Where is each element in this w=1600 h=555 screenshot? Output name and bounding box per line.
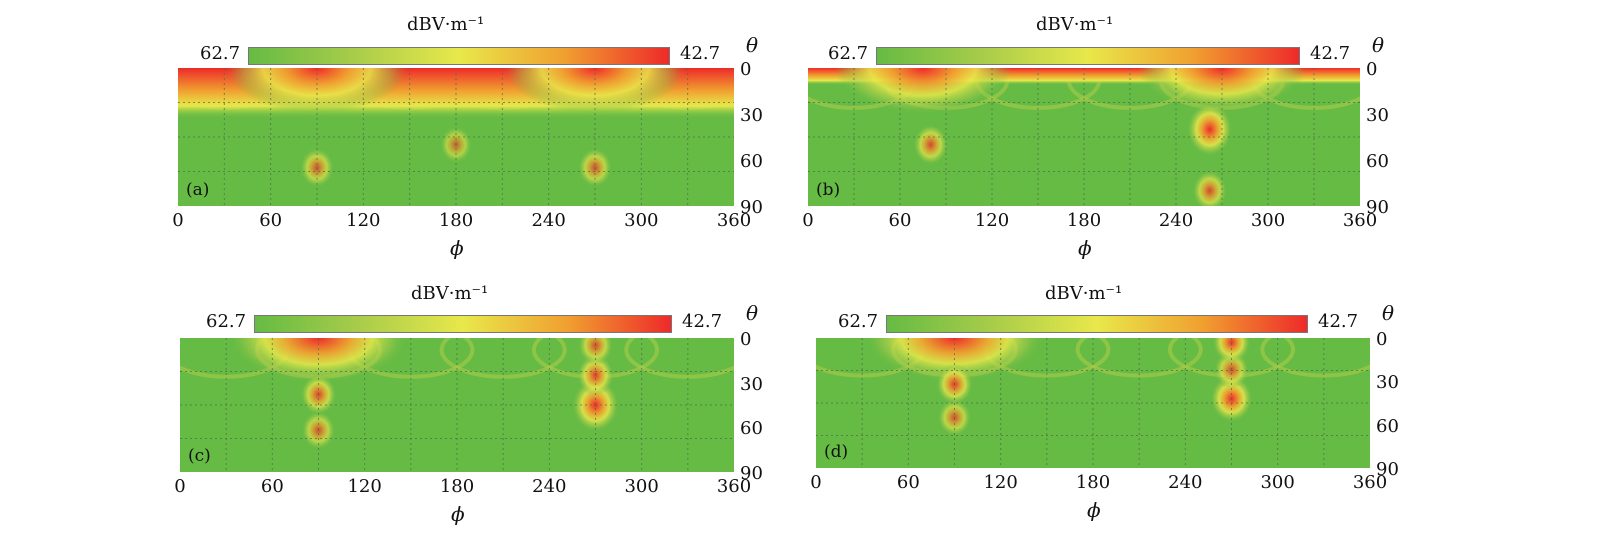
x-tick-label: 60 <box>260 476 284 497</box>
y-tick-label: 0 <box>1366 59 1378 80</box>
x-tick-label: 300 <box>1250 210 1286 231</box>
colorbar <box>254 315 672 333</box>
x-tick-label: 240 <box>531 210 566 231</box>
heatmap-plot-area: (d) <box>816 338 1370 468</box>
theta-axis-symbol: θ <box>746 33 759 57</box>
x-tick-label: 120 <box>974 210 1010 231</box>
phi-axis-symbol: ϕ <box>1087 498 1101 522</box>
panel-label: (a) <box>186 180 210 200</box>
heatmap-main-lobe <box>229 338 408 383</box>
x-tick-label: 360 <box>716 210 752 231</box>
colorbar-min-label: 62.7 <box>838 311 879 332</box>
panel-label: (b) <box>816 180 841 200</box>
x-tick-label: 60 <box>888 210 912 231</box>
y-tick-label: 30 <box>740 373 763 395</box>
colorbar-unit-label: dBV·m⁻¹ <box>1045 283 1123 304</box>
x-tick-label: 240 <box>1158 210 1194 231</box>
panel-label: (c) <box>188 446 211 466</box>
y-tick-label: 60 <box>1376 415 1399 437</box>
heatmap-svg <box>808 68 1360 206</box>
x-tick-label: 180 <box>439 476 475 497</box>
x-tick-label: 240 <box>532 476 567 497</box>
heatmap-side-lobe-arc <box>439 338 567 379</box>
x-tick-label: 120 <box>347 476 382 497</box>
heatmap-spot <box>937 399 972 436</box>
theta-axis-symbol: θ <box>1382 301 1395 325</box>
heatmap-side-lobe-arc <box>624 338 734 379</box>
x-tick-label: 0 <box>810 472 822 493</box>
x-tick-label: 0 <box>802 210 814 231</box>
x-tick-label: 300 <box>624 210 659 231</box>
y-tick-label: 0 <box>740 59 752 80</box>
phi-axis-symbol: ϕ <box>451 502 465 526</box>
phi-axis-symbol: ϕ <box>1078 236 1092 260</box>
colorbar <box>886 315 1308 333</box>
x-tick-label: 120 <box>346 210 381 231</box>
colorbar <box>876 47 1300 65</box>
heatmap-spot <box>300 148 334 188</box>
colorbar-max-label: 42.7 <box>682 311 723 332</box>
y-tick-label: 0 <box>740 329 752 350</box>
x-tick-label: 0 <box>172 210 184 231</box>
colorbar-min-label: 62.7 <box>206 311 247 332</box>
heatmap-svg <box>816 338 1370 468</box>
heatmap-plot-area: (a) <box>178 68 734 206</box>
colorbar-min-label: 62.7 <box>828 43 869 64</box>
theta-axis-symbol: θ <box>746 301 759 325</box>
heatmap-spot <box>1212 338 1251 364</box>
y-tick-label: 90 <box>1376 459 1399 480</box>
heatmap-side-lobe-arc <box>1075 338 1203 378</box>
x-tick-label: 300 <box>1260 472 1295 493</box>
heatmap-main-lobe <box>227 68 407 114</box>
x-tick-label: 240 <box>1168 472 1203 493</box>
x-tick-label: 180 <box>1066 210 1102 231</box>
y-tick-label: 30 <box>740 105 763 126</box>
heatmap-spot <box>913 124 948 165</box>
heatmap-plot-area: (c) <box>180 338 734 472</box>
heatmap-svg <box>180 338 734 472</box>
heatmap-spot <box>578 338 613 366</box>
y-tick-label: 30 <box>1366 105 1389 126</box>
theta-axis-symbol: θ <box>1372 33 1385 57</box>
panel-label: (d) <box>824 442 849 462</box>
x-tick-label: 180 <box>1075 472 1111 493</box>
x-tick-label: 360 <box>716 476 752 497</box>
y-tick-label: 60 <box>740 418 763 440</box>
x-tick-label: 0 <box>174 476 186 497</box>
colorbar-unit-label: dBV·m⁻¹ <box>1036 14 1114 35</box>
x-tick-label: 300 <box>624 476 659 497</box>
colorbar-max-label: 42.7 <box>1310 43 1351 64</box>
colorbar-max-label: 42.7 <box>680 43 721 64</box>
x-tick-label: 120 <box>983 472 1018 493</box>
heatmap-svg <box>178 68 734 206</box>
heatmap-spot <box>1192 170 1227 206</box>
y-tick-label: 0 <box>1376 329 1388 350</box>
y-tick-label: 90 <box>740 197 763 218</box>
y-tick-label: 60 <box>740 151 763 172</box>
y-tick-label: 90 <box>1366 197 1389 218</box>
y-tick-label: 90 <box>740 463 763 484</box>
colorbar-unit-label: dBV·m⁻¹ <box>407 14 485 35</box>
heatmap-spot <box>301 411 336 450</box>
phi-axis-symbol: ϕ <box>450 236 464 260</box>
x-tick-label: 360 <box>1342 210 1378 231</box>
colorbar <box>248 47 670 65</box>
heatmap-spot <box>1187 102 1233 156</box>
heatmap-side-lobe-arc <box>1260 338 1370 378</box>
heatmap-plot-area: (b) <box>808 68 1360 206</box>
x-tick-label: 60 <box>259 210 283 231</box>
x-tick-label: 360 <box>1352 472 1388 493</box>
colorbar-max-label: 42.7 <box>1318 311 1359 332</box>
heatmap-spot <box>577 354 614 397</box>
x-tick-label: 60 <box>896 472 920 493</box>
colorbar-min-label: 62.7 <box>200 43 241 64</box>
x-tick-label: 180 <box>438 210 474 231</box>
y-tick-label: 30 <box>1376 372 1399 394</box>
y-tick-label: 60 <box>1366 151 1389 172</box>
colorbar-unit-label: dBV·m⁻¹ <box>411 283 489 304</box>
heatmap-spot <box>578 148 612 188</box>
